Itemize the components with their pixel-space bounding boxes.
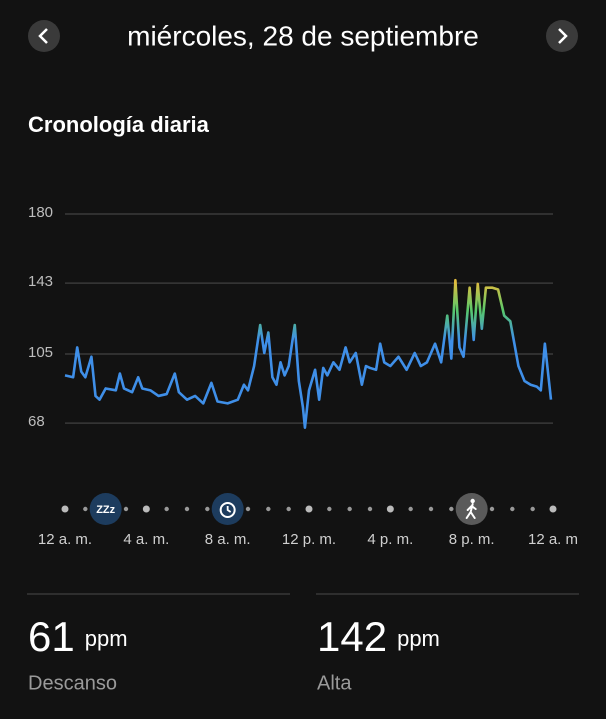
x-tick-label: 8 a. m. [205, 531, 251, 548]
hour-dot [205, 506, 210, 512]
hour-dot [449, 506, 454, 512]
hour-dot [489, 506, 495, 512]
heart-rate-line [64, 278, 553, 429]
y-tick-label: 105 [28, 344, 53, 361]
hour-dot [123, 506, 129, 512]
x-tick-label: 4 a. m. [123, 531, 169, 548]
event-icon [455, 493, 488, 525]
hour-dot [164, 506, 169, 512]
x-tick-label: 12 a. m [528, 531, 578, 548]
stat-label: Alta [317, 672, 352, 694]
hour-dot [367, 506, 373, 512]
hour-dot [286, 506, 291, 512]
hour-dot [428, 506, 434, 512]
next-button[interactable] [546, 20, 578, 52]
hour-dot [530, 506, 535, 512]
hour-dot [510, 506, 515, 512]
y-tick-label: 180 [28, 204, 53, 221]
stat-unit: ppm [397, 626, 440, 651]
x-tick-label: 4 p. m. [367, 531, 413, 548]
prev-button[interactable] [28, 20, 60, 52]
stat-value: 61 [28, 613, 75, 660]
walk-head [470, 498, 475, 504]
sleep-icon: ZZz [96, 504, 115, 516]
hour-dot [408, 506, 413, 512]
hour-dot [549, 505, 557, 513]
hour-dot [386, 505, 394, 513]
walk-body [465, 503, 477, 519]
hour-dot [245, 506, 251, 512]
stat-label: Descanso [28, 672, 117, 694]
hour-dot [327, 506, 332, 512]
event-icon: ZZz [89, 493, 122, 525]
hour-dot [184, 506, 190, 512]
date-title: miércoles, 28 de septiembre [127, 20, 479, 51]
hour-dot [142, 505, 150, 513]
stat-value: 142 [317, 613, 387, 660]
hour-dot [305, 505, 313, 513]
alarm-icon [219, 502, 236, 518]
x-tick-label: 12 p. m. [282, 531, 336, 548]
y-tick-label: 143 [28, 273, 53, 290]
stat-unit: ppm [85, 626, 128, 651]
x-tick-label: 12 a. m. [38, 531, 92, 548]
hour-dot [266, 506, 271, 512]
hour-dot [347, 506, 352, 512]
hour-dot [83, 506, 88, 512]
alarm-hand [226, 506, 232, 513]
hour-dot [61, 505, 69, 513]
icon-bg [89, 493, 122, 525]
section-title: Cronología diaria [28, 112, 210, 137]
x-tick-label: 8 p. m. [449, 531, 495, 548]
y-tick-label: 68 [28, 413, 45, 430]
event-icon [211, 493, 244, 525]
